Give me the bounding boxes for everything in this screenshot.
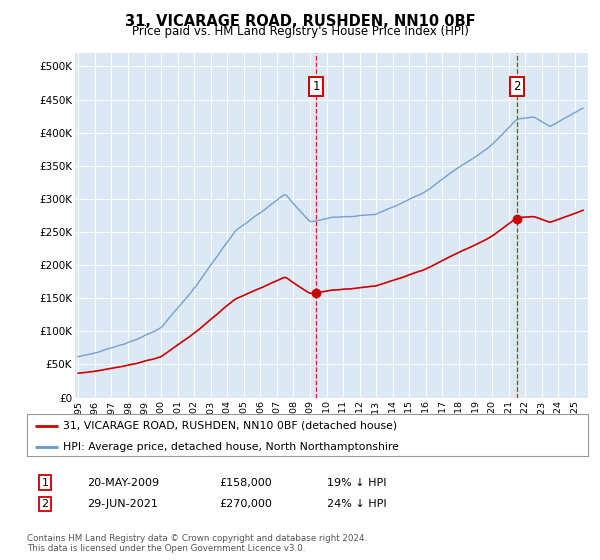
Text: 1: 1 <box>313 80 320 93</box>
Text: Contains HM Land Registry data © Crown copyright and database right 2024.
This d: Contains HM Land Registry data © Crown c… <box>27 534 367 553</box>
Text: 31, VICARAGE ROAD, RUSHDEN, NN10 0BF (detached house): 31, VICARAGE ROAD, RUSHDEN, NN10 0BF (de… <box>64 421 398 431</box>
Text: £158,000: £158,000 <box>219 478 272 488</box>
Text: 2: 2 <box>41 499 49 509</box>
Text: 29-JUN-2021: 29-JUN-2021 <box>87 499 158 509</box>
Text: 20-MAY-2009: 20-MAY-2009 <box>87 478 159 488</box>
Text: HPI: Average price, detached house, North Northamptonshire: HPI: Average price, detached house, Nort… <box>64 442 400 452</box>
Text: 1: 1 <box>41 478 49 488</box>
Text: 24% ↓ HPI: 24% ↓ HPI <box>327 499 386 509</box>
Text: 31, VICARAGE ROAD, RUSHDEN, NN10 0BF: 31, VICARAGE ROAD, RUSHDEN, NN10 0BF <box>125 14 475 29</box>
Text: £270,000: £270,000 <box>219 499 272 509</box>
Text: Price paid vs. HM Land Registry's House Price Index (HPI): Price paid vs. HM Land Registry's House … <box>131 25 469 38</box>
Text: 2: 2 <box>513 80 520 93</box>
Text: 19% ↓ HPI: 19% ↓ HPI <box>327 478 386 488</box>
